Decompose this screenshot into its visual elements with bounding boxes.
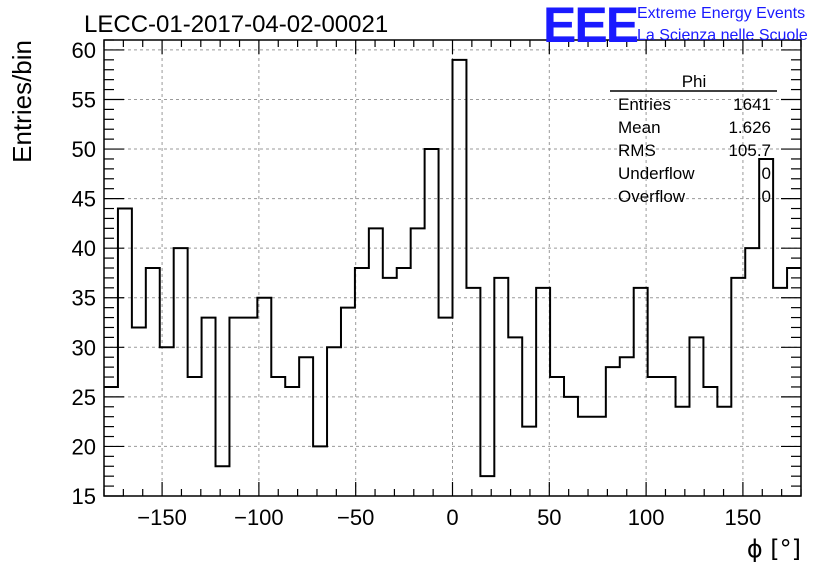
y-tick-label: 50 xyxy=(72,137,96,162)
y-tick-label: 45 xyxy=(72,187,96,212)
stats-value: 1.626 xyxy=(728,118,771,137)
y-tick-label: 60 xyxy=(72,38,96,63)
y-tick-label: 35 xyxy=(72,286,96,311)
stats-value: 0 xyxy=(762,187,771,206)
stats-value: 105.7 xyxy=(728,141,771,160)
stats-label: Underflow xyxy=(618,164,695,183)
axis-ticks xyxy=(103,39,802,497)
eee-logo: EEE Extreme Energy Events La Scienza nel… xyxy=(543,0,808,53)
stats-value: 1641 xyxy=(733,95,771,114)
y-tick-label: 40 xyxy=(72,236,96,261)
x-tick-label: −50 xyxy=(337,505,374,530)
y-axis-label: Entries/bin xyxy=(7,40,37,163)
x-tick-label: 100 xyxy=(628,505,665,530)
logo-mark: EEE xyxy=(543,0,638,53)
y-tick-labels: 15 20 25 30 35 40 45 50 55 60 xyxy=(72,38,96,509)
y-tick-label: 15 xyxy=(72,484,96,509)
stats-label: Entries xyxy=(618,95,671,114)
stats-box: Phi Entries 1641 Mean 1.626 RMS 105.7 Un… xyxy=(610,72,777,206)
x-tick-label: −100 xyxy=(234,505,284,530)
x-tick-label: 50 xyxy=(537,505,561,530)
stats-label: RMS xyxy=(618,141,656,160)
x-axis-label: ϕ [°] xyxy=(747,535,801,563)
logo-line-1: Extreme Energy Events xyxy=(637,5,805,22)
y-tick-label: 55 xyxy=(72,87,96,112)
x-tick-label: −150 xyxy=(137,505,187,530)
stats-label: Overflow xyxy=(618,187,686,206)
stats-label: Mean xyxy=(618,118,661,137)
chart-title: LECC-01-2017-04-02-00021 xyxy=(84,11,388,38)
histogram-outline xyxy=(104,58,801,478)
y-tick-label: 30 xyxy=(72,335,96,360)
y-tick-label: 20 xyxy=(72,434,96,459)
logo-line-2: La Scienza nelle Scuole xyxy=(637,27,808,44)
x-tick-label: 150 xyxy=(725,505,762,530)
x-tick-labels: −150 −100 −50 0 50 100 150 xyxy=(137,505,761,530)
x-tick-label: 0 xyxy=(446,505,458,530)
histogram-series xyxy=(104,58,801,478)
stats-title: Phi xyxy=(682,72,707,91)
stats-value: 0 xyxy=(762,164,771,183)
y-tick-label: 25 xyxy=(72,385,96,410)
